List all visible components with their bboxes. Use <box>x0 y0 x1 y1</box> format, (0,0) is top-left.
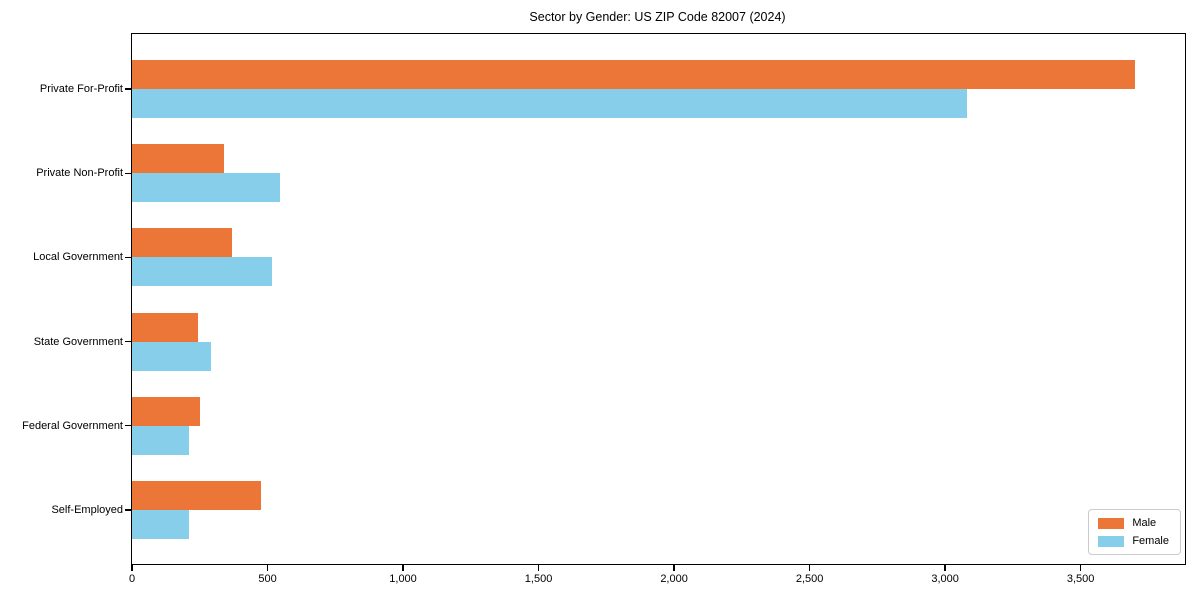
x-label-1000: 1,000 <box>389 573 417 585</box>
bar-female-self-employed <box>132 510 189 539</box>
x-tick-0 <box>131 565 133 571</box>
bar-male-private-non-profit <box>132 144 225 174</box>
legend-row-male: Male <box>1098 517 1169 529</box>
y-label-local-government: Local Government <box>33 251 123 264</box>
y-tick-private-non-profit <box>124 172 131 174</box>
x-tick-3500 <box>1079 565 1082 571</box>
y-label-state-government: State Government <box>33 335 123 348</box>
chart-title: Sector by Gender: US ZIP Code 82007 (202… <box>529 10 786 24</box>
bar-female-federal-government <box>132 425 189 455</box>
x-label-500: 500 <box>258 573 277 585</box>
x-label-2000: 2,000 <box>660 573 688 585</box>
x-tick-2500 <box>808 565 811 571</box>
y-tick-local-government <box>124 256 131 259</box>
legend-label-female: Female <box>1132 535 1169 547</box>
bar-male-self-employed <box>132 481 261 510</box>
y-label-self-employed: Self-Employed <box>51 504 123 516</box>
y-label-federal-government: Federal Government <box>22 419 123 432</box>
bar-male-private-for-profit <box>132 60 1135 89</box>
bar-female-private-for-profit <box>132 89 967 118</box>
y-tick-self-employed <box>124 509 131 511</box>
x-label-3000: 3,000 <box>931 573 959 585</box>
bar-female-local-government <box>132 257 272 287</box>
y-tick-private-for-profit <box>124 88 131 90</box>
y-tick-federal-government <box>124 425 131 427</box>
legend-swatch-female <box>1098 535 1125 547</box>
x-tick-1000 <box>402 565 404 571</box>
y-label-private-for-profit: Private For-Profit <box>39 83 123 95</box>
legend-row-female: Female <box>1098 535 1169 547</box>
x-label-2500: 2,500 <box>795 573 824 585</box>
bar-male-federal-government <box>132 396 200 426</box>
bar-female-private-non-profit <box>132 173 280 203</box>
x-tick-2000 <box>673 565 675 571</box>
legend-label-male: Male <box>1132 517 1157 529</box>
bar-male-local-government <box>132 228 233 258</box>
x-label-0: 0 <box>128 573 136 585</box>
y-tick-state-government <box>124 340 131 343</box>
bar-male-state-government <box>132 312 199 342</box>
legend-swatch-male <box>1098 517 1125 529</box>
x-tick-3000 <box>944 565 946 571</box>
x-label-3500: 3,500 <box>1066 573 1095 585</box>
bar-female-state-government <box>132 341 211 371</box>
x-tick-500 <box>266 565 269 571</box>
legend: Male Female <box>1088 509 1181 555</box>
y-label-private-non-profit: Private Non-Profit <box>36 167 123 180</box>
x-tick-1500 <box>537 565 540 571</box>
x-label-1500: 1,500 <box>524 573 553 585</box>
plot-area: Private For-Profit Private Non-Profit Loca… <box>22 33 1186 585</box>
